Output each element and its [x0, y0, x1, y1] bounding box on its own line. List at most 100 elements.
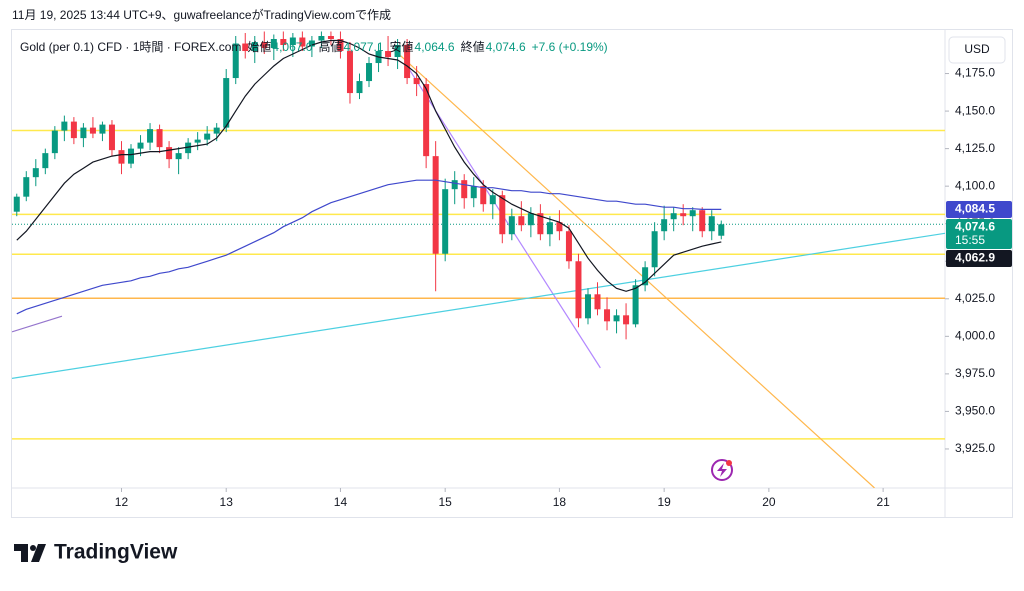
candle-body: [699, 210, 706, 232]
candle-body: [337, 39, 344, 52]
legend: Gold (per 0.1) CFD · 1時間 · FOREX.com 始値4,…: [20, 39, 608, 54]
x-tick-label: 14: [334, 495, 348, 509]
x-tick-label: 13: [220, 495, 234, 509]
legend-value: 4,077.1: [343, 40, 383, 54]
alert-dot: [726, 460, 732, 466]
candle-body: [508, 216, 515, 235]
candle-body: [499, 195, 506, 235]
candle-body: [280, 39, 287, 46]
candle-body: [242, 43, 249, 52]
candle-body: [680, 213, 687, 217]
y-tick-label: 4,150.0: [955, 103, 995, 117]
price-label: 4,074.6: [955, 220, 995, 234]
candle-body: [470, 186, 477, 199]
candle-body: [356, 81, 363, 94]
candle-body: [546, 222, 553, 235]
candle-body: [594, 294, 601, 310]
candle-body: [432, 156, 439, 254]
candle-body: [642, 267, 649, 286]
candle-body: [128, 148, 135, 164]
candle-body: [489, 195, 496, 205]
candle-body: [318, 36, 325, 41]
x-tick-label: 20: [762, 495, 776, 509]
candle-body: [565, 231, 572, 262]
candle-body: [584, 294, 591, 319]
candle-body: [537, 213, 544, 235]
candle-body: [270, 39, 277, 49]
candle-body: [346, 51, 353, 94]
logo-slash: [31, 544, 46, 562]
brand: TradingView: [54, 541, 178, 564]
legend-value: 4,067.0: [272, 40, 312, 54]
candle-body: [327, 36, 334, 40]
y-tick-label: 4,100.0: [955, 178, 995, 192]
candle-body: [289, 37, 296, 46]
candle-body: [166, 147, 173, 160]
candle-body: [99, 124, 106, 134]
candle-body: [442, 189, 449, 254]
legend-title: Gold (per 0.1) CFD · 1時間 · FOREX.com: [20, 40, 241, 54]
candle-body: [527, 213, 534, 226]
logo-dot: [30, 545, 36, 551]
candle-body: [404, 45, 411, 79]
candle-body: [299, 37, 306, 47]
price-label-box: [946, 218, 1012, 249]
x-tick-label: 12: [115, 495, 129, 509]
candle-body: [708, 216, 715, 232]
candle-body: [23, 177, 30, 197]
x-tick-label: 18: [553, 495, 567, 509]
candle-body: [89, 127, 96, 134]
candle-body: [394, 45, 401, 58]
legend-value: 4,074.6: [486, 40, 526, 54]
legend-label: 始値: [247, 39, 271, 54]
candle-body: [32, 168, 39, 178]
trend-line: [12, 232, 945, 379]
candle-body: [108, 124, 115, 151]
candle-body: [623, 315, 630, 325]
plot-area: [12, 31, 945, 488]
logo-mark: [14, 544, 28, 562]
candle-body: [575, 261, 582, 319]
candle-body: [80, 127, 87, 139]
legend-label: 安値: [390, 39, 414, 54]
currency-box[interactable]: [948, 36, 1006, 64]
legend-label: 高値: [318, 39, 342, 54]
candle-body: [251, 42, 258, 52]
candle-body: [147, 129, 154, 143]
x-tick-label: 15: [438, 495, 452, 509]
candle-body: [604, 309, 611, 322]
candle-body: [308, 40, 315, 47]
candle-body: [194, 139, 201, 143]
x-tick-label: 19: [657, 495, 671, 509]
price-label-box: [946, 200, 1012, 218]
candle-body: [223, 78, 230, 128]
candle-body: [613, 315, 620, 322]
candle-body: [137, 142, 144, 149]
candle-body: [480, 186, 487, 205]
candle-body: [175, 153, 182, 160]
price-label: 4,062.9: [955, 251, 995, 265]
candle-body: [423, 84, 430, 157]
price-label-box: [946, 249, 1012, 267]
currency: USD: [964, 42, 990, 56]
candle-body: [232, 43, 239, 79]
candle-body: [556, 222, 563, 232]
candle-body: [213, 127, 220, 134]
candle-body: [51, 130, 58, 154]
y-tick-label: 3,950.0: [955, 404, 995, 418]
legend-change: +7.6 (+0.19%): [532, 40, 608, 54]
candle-body: [42, 153, 49, 169]
price-label: 4,084.5: [955, 202, 995, 216]
y-tick-label: 4,000.0: [955, 329, 995, 343]
price-label-time: 15:55: [955, 233, 985, 247]
alert-icon[interactable]: [711, 459, 733, 481]
y-tick-label: 4,175.0: [955, 66, 995, 80]
candle-body: [156, 129, 163, 148]
candle-body: [651, 231, 658, 268]
candle-body: [13, 196, 20, 212]
candle-body: [366, 63, 373, 82]
candle-body: [385, 51, 392, 58]
candle-body: [718, 224, 725, 236]
x-tick-label: 21: [876, 495, 890, 509]
